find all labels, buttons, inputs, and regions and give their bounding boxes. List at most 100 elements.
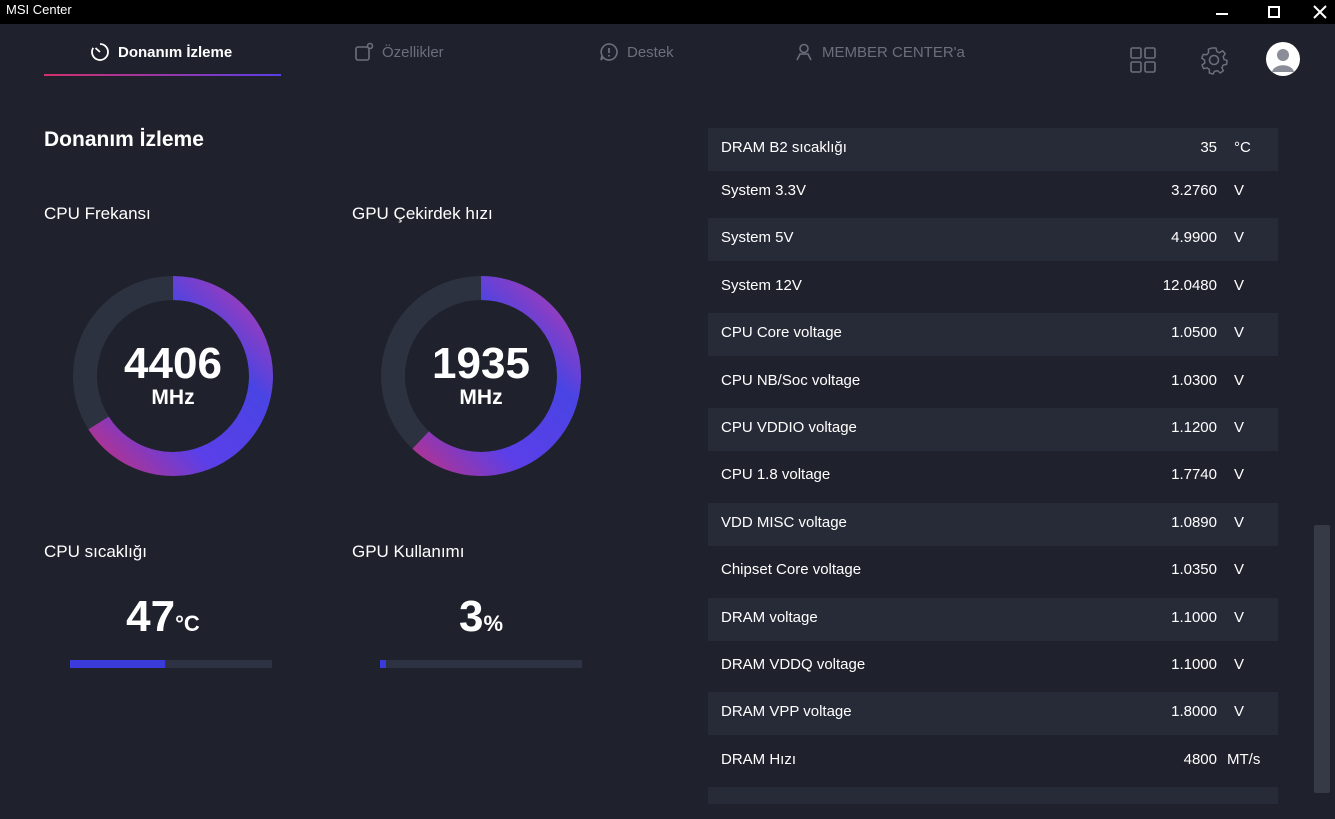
sensor-unit: V: [1234, 561, 1245, 578]
sensor-name: DRAM Hızı: [721, 751, 796, 768]
avatar[interactable]: [1266, 42, 1300, 76]
settings-button[interactable]: [1198, 44, 1230, 76]
top-nav: Donanım İzleme Özellikler Destek MEMBER …: [0, 24, 1335, 84]
cpu-frequency-label: CPU Frekansı: [44, 204, 151, 223]
apps-grid-button[interactable]: [1127, 44, 1159, 76]
gear-icon: [1201, 47, 1228, 75]
gpu-core-unit: MHz: [459, 386, 503, 409]
user-icon: [1272, 49, 1294, 72]
minimize-icon: [1216, 13, 1228, 15]
sensor-unit: V: [1234, 277, 1245, 294]
cpu-temp-unit: °C: [175, 611, 200, 636]
cpu-temp-bar: [70, 660, 272, 668]
sensor-value: 1.0500: [1171, 324, 1217, 341]
gpu-usage-unit: %: [483, 611, 504, 636]
sensor-value: 35: [1200, 139, 1217, 156]
sensor-table[interactable]: DRAM B2 sıcaklığı 35 °C System 3.3V 3.2760 V S…: [708, 128, 1278, 804]
title-bar: MSI Center: [0, 0, 1335, 24]
scrollbar-thumb[interactable]: [1314, 525, 1330, 793]
sensor-name: CPU VDDIO voltage: [721, 419, 857, 436]
sensor-name: CPU NB/Soc voltage: [721, 372, 861, 389]
table-row: DRAM voltage 1.1000 V: [708, 598, 1278, 641]
sensor-value: 1.1000: [1171, 656, 1217, 673]
sensor-name: System 12V: [721, 277, 802, 294]
gpu-usage-value: 3: [458, 592, 484, 641]
gpu-usage-bar: [380, 660, 582, 668]
sensor-unit: V: [1234, 182, 1245, 199]
member-icon: [796, 43, 812, 61]
gpu-core-label: GPU Çekirdek hızı: [352, 204, 493, 223]
sensor-unit: V: [1234, 466, 1245, 483]
table-row: CPU NB/Soc voltage 1.0300 V: [708, 361, 1278, 404]
sensor-value: 4800: [1183, 751, 1217, 768]
apps-grid-icon: [1130, 47, 1156, 73]
sensor-unit: V: [1234, 229, 1245, 246]
table-row: DRAM VDDQ voltage 1.1000 V: [708, 645, 1278, 688]
sensor-name: DRAM VPP voltage: [721, 703, 852, 720]
cpu-temp-bar-fill: [70, 660, 165, 668]
sensor-unit: V: [1234, 324, 1245, 341]
sensor-name: CPU 1.8 voltage: [721, 466, 831, 483]
table-row: [708, 787, 1278, 804]
page-title: Donanım İzleme: [44, 128, 204, 151]
tab-label: Donanım İzleme: [118, 43, 233, 61]
cpu-temp-readout: 47°C: [62, 592, 264, 642]
tab-member-center[interactable]: MEMBER CENTER'a: [794, 40, 965, 64]
sensor-value: 1.7740: [1171, 466, 1217, 483]
active-tab-underline: [44, 74, 281, 76]
minimize-button[interactable]: [1199, 0, 1245, 24]
sensor-unit: V: [1234, 514, 1245, 531]
sensor-unit: MT/s: [1227, 751, 1261, 768]
features-icon: [355, 42, 374, 61]
sensor-value: 1.1200: [1171, 419, 1217, 436]
sensor-name: VDD MISC voltage: [721, 514, 847, 531]
tab-label: Özellikler: [382, 43, 444, 61]
gpu-usage-label: GPU Kullanımı: [352, 542, 465, 561]
sensor-value: 4.9900: [1171, 229, 1217, 246]
sensor-value: 1.1000: [1171, 609, 1217, 626]
sensor-value: 1.8000: [1171, 703, 1217, 720]
table-row: Chipset Core voltage 1.0350 V: [708, 550, 1278, 593]
maximize-button[interactable]: [1251, 0, 1297, 24]
sensor-value: 12.0480: [1162, 277, 1217, 294]
table-row: System 3.3V 3.2760 V: [708, 171, 1278, 214]
tab-support[interactable]: Destek: [599, 40, 674, 64]
gpu-usage-readout: 3%: [380, 592, 582, 642]
table-row: System 5V 4.9900 V: [708, 218, 1278, 261]
sensor-name: CPU Core voltage: [721, 324, 842, 341]
table-row: DRAM Hızı 4800 MT/s: [708, 740, 1278, 783]
sensor-value: 1.0890: [1171, 514, 1217, 531]
gpu-usage-bar-fill: [380, 660, 387, 668]
sensor-unit: V: [1234, 372, 1245, 389]
tab-label: Destek: [627, 43, 674, 61]
maximize-icon: [1268, 6, 1280, 18]
table-row: CPU VDDIO voltage 1.1200 V: [708, 408, 1278, 451]
table-row: DRAM VPP voltage 1.8000 V: [708, 692, 1278, 735]
sensor-unit: V: [1234, 656, 1245, 673]
sensor-value: 3.2760: [1171, 182, 1217, 199]
table-row: VDD MISC voltage 1.0890 V: [708, 503, 1278, 546]
close-icon: [1313, 5, 1327, 19]
cpu-frequency-gauge: 4406 MHz: [73, 276, 273, 476]
sensor-name: DRAM voltage: [721, 609, 818, 626]
app-title: MSI Center: [6, 2, 72, 17]
table-row: CPU Core voltage 1.0500 V: [708, 313, 1278, 356]
sensor-name: System 5V: [721, 229, 794, 246]
gpu-core-value: 1935: [432, 339, 530, 388]
cpu-temp-value: 47: [126, 592, 176, 641]
tab-hardware-monitor[interactable]: Donanım İzleme: [90, 40, 232, 64]
sensor-value: 1.0300: [1171, 372, 1217, 389]
gpu-core-gauge: 1935 MHz: [381, 276, 581, 476]
sensor-name: System 3.3V: [721, 182, 807, 199]
close-button[interactable]: [1297, 0, 1335, 24]
sensor-unit: °C: [1234, 139, 1251, 156]
cpu-temp-label: CPU sıcaklığı: [44, 542, 147, 561]
cpu-frequency-value: 4406: [124, 339, 222, 388]
tab-label: MEMBER CENTER'a: [822, 43, 965, 61]
table-row: System 12V 12.0480 V: [708, 266, 1278, 309]
support-icon: [600, 43, 618, 61]
sensor-value: 1.0350: [1171, 561, 1217, 578]
sensor-unit: V: [1234, 609, 1245, 626]
tab-features[interactable]: Özellikler: [354, 40, 444, 64]
sensor-name: DRAM VDDQ voltage: [721, 656, 866, 673]
